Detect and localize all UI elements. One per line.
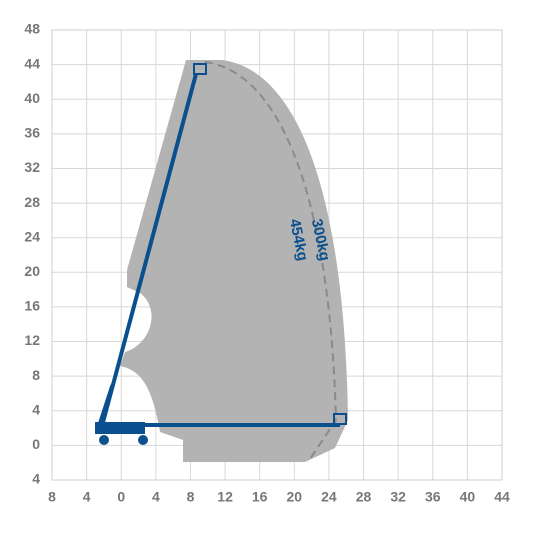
x-tick-label: 36 (425, 489, 441, 505)
wheel (99, 435, 109, 445)
y-tick-label: 24 (24, 228, 40, 244)
x-tick-label: 8 (187, 489, 195, 505)
x-tick-label: 8 (48, 489, 56, 505)
x-tick-label: 12 (217, 489, 233, 505)
x-tick-label: 28 (356, 489, 372, 505)
x-tick-label: 4 (152, 489, 160, 505)
x-tick-label: 32 (390, 489, 406, 505)
y-tick-label: 20 (24, 263, 40, 279)
y-tick-label: 4 (32, 401, 40, 417)
diagram: 300kg 454kg (95, 60, 348, 463)
x-tick-label: 0 (117, 489, 125, 505)
boom (100, 73, 198, 427)
x-tick-label: 16 (252, 489, 268, 505)
y-tick-label: 12 (24, 332, 40, 348)
y-tick-label: 28 (24, 194, 40, 210)
x-tick-label: 40 (460, 489, 476, 505)
plot-frame (51, 29, 503, 481)
y-tick-label: 0 (32, 436, 40, 452)
x-tick-label: 44 (494, 489, 510, 505)
y-tick-label: 48 (24, 21, 40, 37)
x-tick-label: 24 (321, 489, 337, 505)
y-tick-label: 4 (32, 471, 40, 487)
x-tick-label: 4 (83, 489, 91, 505)
y-tick-label: 32 (24, 159, 40, 175)
wheel (138, 435, 148, 445)
chassis (95, 422, 145, 434)
dashed-limit (204, 61, 338, 463)
y-tick-label: 16 (24, 298, 40, 314)
y-tick-label: 44 (24, 55, 40, 71)
x-tick-label: 20 (287, 489, 303, 505)
basket (333, 413, 347, 425)
y-tick-label: 8 (32, 367, 40, 383)
y-tick-label: 36 (24, 125, 40, 141)
y-tick-label: 40 (24, 90, 40, 106)
envelope (120, 60, 348, 462)
basket (193, 63, 207, 75)
boom-lower (96, 384, 114, 429)
